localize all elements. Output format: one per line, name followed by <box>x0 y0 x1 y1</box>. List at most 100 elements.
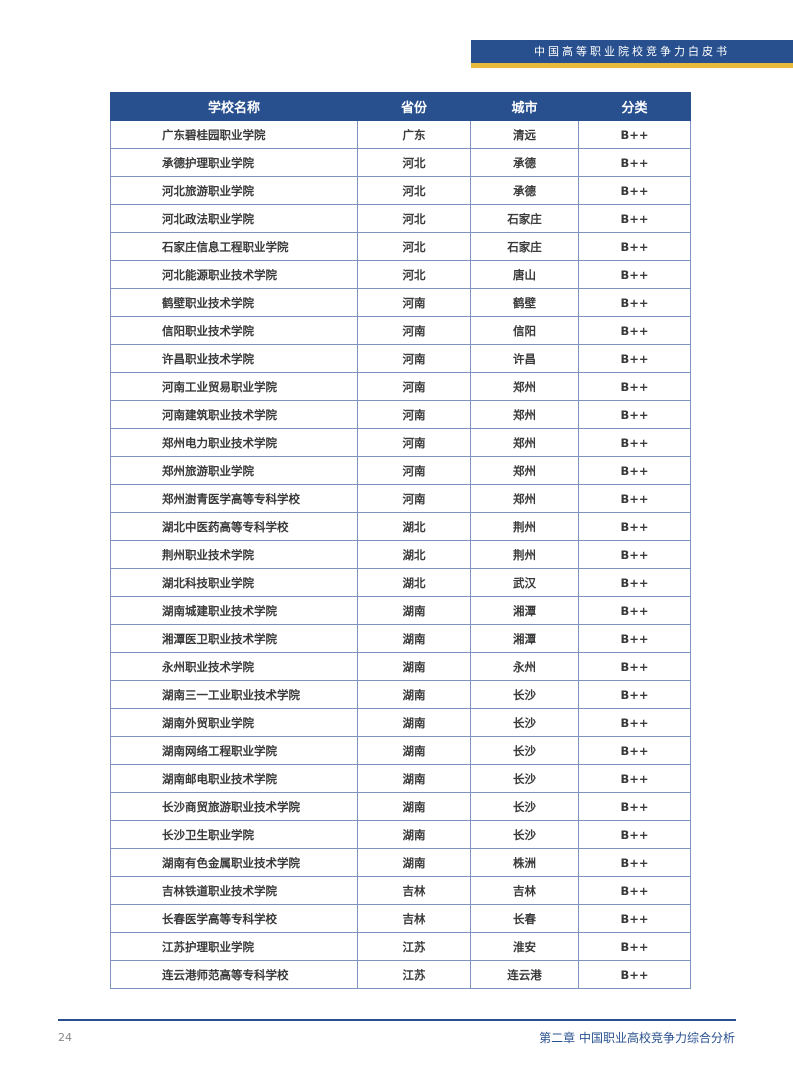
cell-city: 许昌 <box>470 344 579 373</box>
table-row: 郑州旅游职业学院 河南 郑州 B++ <box>110 456 691 485</box>
cell-city: 湘潭 <box>470 596 579 625</box>
cell-province: 湖南 <box>357 792 471 821</box>
cell-category: B++ <box>578 764 691 793</box>
cell-category: B++ <box>578 568 691 597</box>
cell-category: B++ <box>578 512 691 541</box>
table-row: 湖南三一工业职业技术学院 湖南 长沙 B++ <box>110 680 691 709</box>
cell-province: 湖北 <box>357 540 471 569</box>
table-row: 郑州电力职业技术学院 河南 郑州 B++ <box>110 428 691 457</box>
table-row: 河北能源职业技术学院 河北 唐山 B++ <box>110 260 691 289</box>
cell-city: 长沙 <box>470 764 579 793</box>
cell-province: 河南 <box>357 288 471 317</box>
table-row: 湖南城建职业技术学院 湖南 湘潭 B++ <box>110 596 691 625</box>
cell-city: 石家庄 <box>470 204 579 233</box>
cell-province: 河北 <box>357 232 471 261</box>
cell-school: 湖南邮电职业技术学院 <box>110 764 358 793</box>
table-row: 承德护理职业学院 河北 承德 B++ <box>110 148 691 177</box>
cell-city: 淮安 <box>470 932 579 961</box>
table-header-row: 学校名称 省份 城市 分类 <box>110 92 691 121</box>
cell-city: 武汉 <box>470 568 579 597</box>
cell-category: B++ <box>578 596 691 625</box>
cell-city: 长沙 <box>470 820 579 849</box>
cell-category: B++ <box>578 624 691 653</box>
footer-divider <box>58 1019 736 1021</box>
table-row: 长春医学高等专科学校 吉林 长春 B++ <box>110 904 691 933</box>
table-row: 江苏护理职业学院 江苏 淮安 B++ <box>110 932 691 961</box>
cell-category: B++ <box>578 708 691 737</box>
cell-category: B++ <box>578 232 691 261</box>
cell-category: B++ <box>578 400 691 429</box>
cell-category: B++ <box>578 428 691 457</box>
cell-school: 湖南三一工业职业技术学院 <box>110 680 358 709</box>
cell-school: 吉林铁道职业技术学院 <box>110 876 358 905</box>
table-row: 吉林铁道职业技术学院 吉林 吉林 B++ <box>110 876 691 905</box>
cell-city: 信阳 <box>470 316 579 345</box>
cell-school: 广东碧桂园职业学院 <box>110 120 358 149</box>
document-header-title: 中国高等职业院校竞争力白皮书 <box>471 40 793 63</box>
cell-province: 河南 <box>357 316 471 345</box>
cell-province: 湖南 <box>357 820 471 849</box>
cell-school: 河北旅游职业学院 <box>110 176 358 205</box>
cell-province: 河北 <box>357 260 471 289</box>
school-table: 学校名称 省份 城市 分类 广东碧桂园职业学院 广东 清远 B++ 承德护理职业学院 河北… <box>110 92 691 989</box>
cell-city: 长沙 <box>470 736 579 765</box>
table-row: 广东碧桂园职业学院 广东 清远 B++ <box>110 120 691 149</box>
cell-category: B++ <box>578 344 691 373</box>
cell-city: 郑州 <box>470 456 579 485</box>
cell-city: 郑州 <box>470 372 579 401</box>
table-row: 湘潭医卫职业技术学院 湖南 湘潭 B++ <box>110 624 691 653</box>
cell-category: B++ <box>578 680 691 709</box>
cell-city: 郑州 <box>470 428 579 457</box>
cell-school: 信阳职业技术学院 <box>110 316 358 345</box>
table-row: 石家庄信息工程职业学院 河北 石家庄 B++ <box>110 232 691 261</box>
cell-category: B++ <box>578 876 691 905</box>
table-row: 荆州职业技术学院 湖北 荆州 B++ <box>110 540 691 569</box>
cell-province: 吉林 <box>357 904 471 933</box>
cell-city: 承德 <box>470 176 579 205</box>
cell-city: 承德 <box>470 148 579 177</box>
column-header-city: 城市 <box>470 92 579 121</box>
cell-province: 江苏 <box>357 932 471 961</box>
cell-city: 长沙 <box>470 708 579 737</box>
cell-province: 湖南 <box>357 680 471 709</box>
chapter-title: 第二章 中国职业高校竞争力综合分析 <box>539 1031 735 1045</box>
cell-school: 河南建筑职业技术学院 <box>110 400 358 429</box>
cell-category: B++ <box>578 260 691 289</box>
cell-school: 永州职业技术学院 <box>110 652 358 681</box>
table-row: 长沙商贸旅游职业技术学院 湖南 长沙 B++ <box>110 792 691 821</box>
cell-category: B++ <box>578 960 691 989</box>
column-header-province: 省份 <box>357 92 471 121</box>
cell-school: 长沙商贸旅游职业技术学院 <box>110 792 358 821</box>
table-row: 河北政法职业学院 河北 石家庄 B++ <box>110 204 691 233</box>
cell-province: 河北 <box>357 204 471 233</box>
table-row: 许昌职业技术学院 河南 许昌 B++ <box>110 344 691 373</box>
cell-province: 广东 <box>357 120 471 149</box>
cell-school: 荆州职业技术学院 <box>110 540 358 569</box>
cell-category: B++ <box>578 484 691 513</box>
cell-school: 湖南有色金属职业技术学院 <box>110 848 358 877</box>
page-number: 24 <box>58 1031 72 1044</box>
cell-city: 唐山 <box>470 260 579 289</box>
column-header-school: 学校名称 <box>110 92 358 121</box>
cell-school: 湖北中医药高等专科学校 <box>110 512 358 541</box>
table-row: 永州职业技术学院 湖南 永州 B++ <box>110 652 691 681</box>
cell-city: 郑州 <box>470 400 579 429</box>
cell-city: 长沙 <box>470 792 579 821</box>
table-row: 湖南网络工程职业学院 湖南 长沙 B++ <box>110 736 691 765</box>
cell-category: B++ <box>578 288 691 317</box>
cell-province: 湖南 <box>357 708 471 737</box>
cell-city: 长沙 <box>470 680 579 709</box>
cell-school: 郑州电力职业技术学院 <box>110 428 358 457</box>
header-accent-bar <box>471 63 793 68</box>
table-row: 连云港师范高等专科学校 江苏 连云港 B++ <box>110 960 691 989</box>
cell-school: 许昌职业技术学院 <box>110 344 358 373</box>
cell-province: 湖南 <box>357 596 471 625</box>
cell-city: 荆州 <box>470 512 579 541</box>
cell-province: 江苏 <box>357 960 471 989</box>
cell-category: B++ <box>578 540 691 569</box>
cell-province: 湖南 <box>357 764 471 793</box>
cell-school: 河北政法职业学院 <box>110 204 358 233</box>
cell-school: 湖北科技职业学院 <box>110 568 358 597</box>
cell-school: 江苏护理职业学院 <box>110 932 358 961</box>
cell-province: 河南 <box>357 428 471 457</box>
